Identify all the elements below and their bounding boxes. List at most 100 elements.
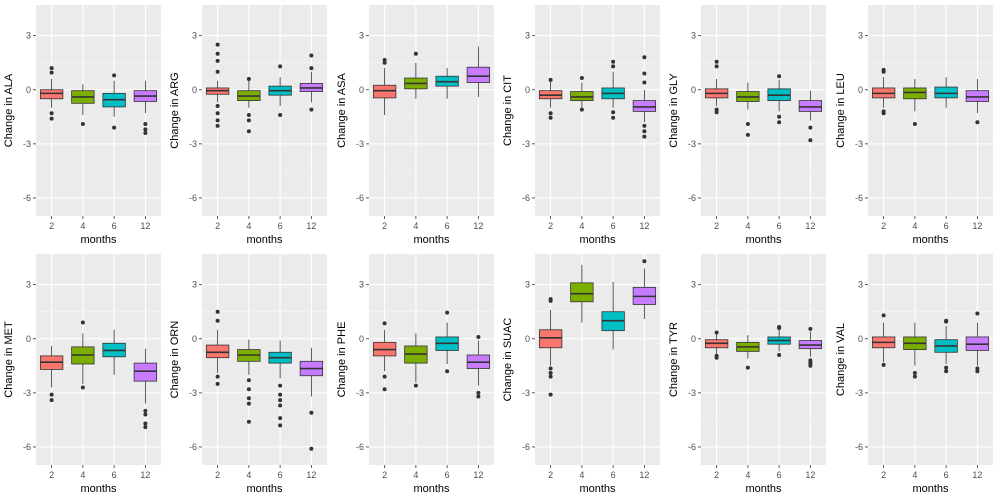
box-6-months <box>601 281 625 350</box>
outlier-point <box>112 73 117 78</box>
x-tick-label: 2 <box>881 221 886 231</box>
x-tick-label: 4 <box>579 470 584 480</box>
x-tick-label: 12 <box>473 470 483 480</box>
y-tick-label: -3 <box>356 139 364 149</box>
x-axis-title: months <box>413 483 450 495</box>
box-2-months <box>538 297 563 397</box>
y-tick-label: -3 <box>189 139 197 149</box>
x-tick-label: 2 <box>548 221 553 231</box>
outlier-point <box>278 416 283 421</box>
y-tick-label: -6 <box>688 193 696 203</box>
y-tick-label: -3 <box>522 139 530 149</box>
x-tick-label: 12 <box>140 470 150 480</box>
outlier-point <box>309 53 314 58</box>
outlier-point <box>777 120 782 125</box>
outlier-point <box>215 374 220 379</box>
outlier-point <box>382 387 387 392</box>
panel-background <box>202 254 327 465</box>
box-4-months <box>903 322 927 379</box>
x-tick-label: 6 <box>112 221 117 231</box>
outlier-point <box>714 110 719 115</box>
box-2-months <box>39 345 64 403</box>
outlier-point <box>476 394 481 399</box>
panel-leu: 3 0 -3 -6 2 4 6 12 months Change in LEU <box>835 5 993 246</box>
panel-met: 3 0 -3 -6 2 4 6 12 months Change in MET <box>3 254 161 495</box>
x-tick-label: 2 <box>382 470 387 480</box>
x-axis-title: months <box>745 483 782 495</box>
outlier-point <box>246 378 251 383</box>
outlier-point <box>143 127 148 132</box>
x-tick-label: 12 <box>639 470 649 480</box>
x-tick-label: 6 <box>278 470 283 480</box>
outlier-point <box>912 371 917 376</box>
outlier-point <box>808 138 813 143</box>
outlier-point <box>912 374 917 379</box>
outlier-point <box>881 313 886 318</box>
y-tick-label: -3 <box>688 388 696 398</box>
box-12-months <box>299 53 324 112</box>
x-tick-label: 6 <box>445 470 450 480</box>
y-tick-label: 0 <box>359 85 364 95</box>
outlier-point <box>714 330 719 335</box>
outlier-point <box>548 366 553 371</box>
y-tick-label: 3 <box>858 31 863 41</box>
y-axis-title: Change in SUAC <box>502 318 514 402</box>
outlier-point <box>714 355 719 360</box>
outlier-point <box>944 365 949 370</box>
outlier-point <box>745 365 750 370</box>
box-body <box>903 87 927 100</box>
box-body <box>205 344 230 359</box>
x-axis-title: months <box>912 483 949 495</box>
box-4-months <box>71 84 95 127</box>
outlier-point <box>642 123 647 128</box>
outlier-point <box>215 69 220 74</box>
box-12-months <box>965 311 990 374</box>
outlier-point <box>642 259 647 264</box>
box-6-months <box>767 325 791 357</box>
panel-background <box>36 5 161 216</box>
outlier-point <box>548 115 553 120</box>
outlier-point <box>246 387 251 392</box>
y-tick-label: -6 <box>356 442 364 452</box>
y-tick-label: -6 <box>855 442 863 452</box>
outlier-point <box>246 118 251 123</box>
box-body <box>466 66 491 83</box>
box-2-months <box>205 42 230 128</box>
x-axis-title: months <box>579 483 616 495</box>
x-tick-label: 12 <box>140 221 150 231</box>
outlier-point <box>745 122 750 127</box>
outlier-point <box>745 132 750 137</box>
outlier-point <box>777 74 782 79</box>
x-axis-title: months <box>246 234 283 246</box>
outlier-point <box>246 396 251 401</box>
box-4-months <box>736 335 760 370</box>
box-body <box>965 90 990 102</box>
outlier-point <box>975 311 980 316</box>
panel-phe: 3 0 -3 -6 2 4 6 12 months Change in PHE <box>336 254 494 495</box>
x-axis-title: months <box>745 234 782 246</box>
panel-orn: 3 0 -3 -6 2 4 6 12 months Change in ORN <box>169 254 327 495</box>
x-tick-label: 6 <box>445 221 450 231</box>
outlier-point <box>881 111 886 116</box>
outlier-point <box>215 309 220 314</box>
outlier-point <box>611 115 616 120</box>
x-axis-title: months <box>246 483 283 495</box>
outlier-point <box>642 134 647 139</box>
y-tick-label: 0 <box>26 334 31 344</box>
panel-background <box>202 5 327 216</box>
panel-arg: 3 0 -3 -6 2 4 6 12 months Change in ARG <box>169 5 327 246</box>
outlier-point <box>143 131 148 136</box>
box-6-months <box>102 329 126 375</box>
outlier-point <box>642 71 647 76</box>
y-tick-label: 0 <box>691 85 696 95</box>
y-tick-label: 0 <box>525 334 530 344</box>
box-6-months <box>435 68 459 99</box>
outlier-point <box>579 76 584 81</box>
x-axis-title: months <box>579 234 616 246</box>
box-body <box>538 329 563 349</box>
outlier-point <box>309 446 314 451</box>
x-axis-title: months <box>80 234 117 246</box>
box-12-months <box>466 46 491 97</box>
box-6-months <box>601 59 625 120</box>
outlier-point <box>642 129 647 134</box>
